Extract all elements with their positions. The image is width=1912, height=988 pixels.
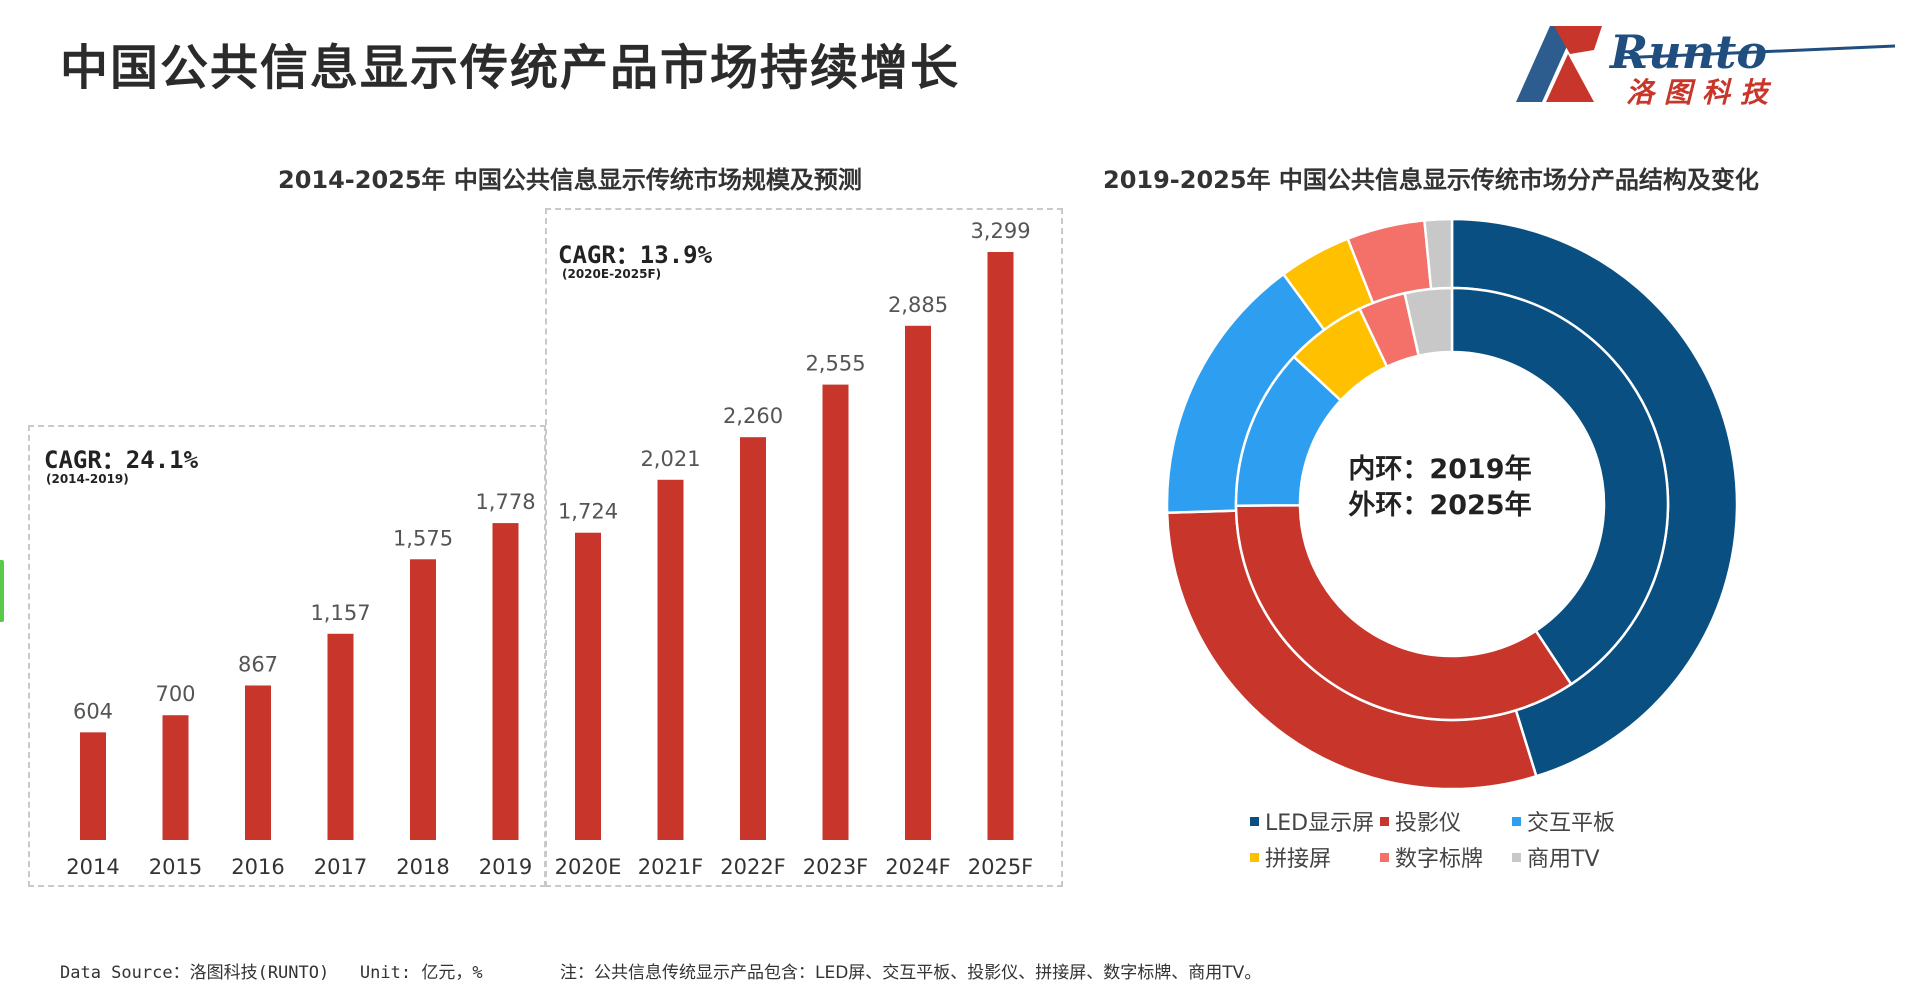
bar-value-label: 2,260 bbox=[723, 404, 783, 428]
donut-chart-title: 2019-2025年 中国公共信息显示传统市场分产品结构及变化 bbox=[1103, 166, 1759, 194]
cagr-historic: CAGR：24.1% bbox=[44, 446, 199, 474]
page-title: 中国公共信息显示传统产品市场持续增长 bbox=[60, 40, 961, 96]
x-tick-label: 2021F bbox=[638, 855, 704, 879]
bar-value-label: 2,555 bbox=[805, 352, 865, 376]
legend-swatch bbox=[1250, 816, 1259, 826]
donut-center-inner: 内环：2019年 bbox=[1348, 454, 1532, 485]
cagr-forecast: CAGR：13.9% bbox=[558, 241, 713, 269]
bar-2019 bbox=[492, 523, 519, 840]
legend-swatch bbox=[1512, 816, 1521, 826]
bar-2022F bbox=[740, 437, 766, 840]
bar-value-label: 867 bbox=[238, 652, 278, 676]
bar-value-label: 2,021 bbox=[640, 447, 700, 471]
bar-value-label: 604 bbox=[73, 699, 113, 723]
bar-value-label: 1,778 bbox=[475, 490, 535, 514]
logo-mark-icon bbox=[1516, 26, 1602, 102]
x-tick-label: 2016 bbox=[231, 855, 284, 879]
legend-item-tv: 商用TV bbox=[1512, 841, 1600, 873]
bar-2014 bbox=[80, 732, 106, 840]
legend-item-splicing: 拼接屏 bbox=[1250, 841, 1331, 873]
legend-item-led: LED显示屏 bbox=[1250, 805, 1374, 837]
legend-label: 投影仪 bbox=[1395, 811, 1462, 836]
cagr-box-forecast bbox=[545, 208, 1063, 887]
bar-value-label: 2,885 bbox=[888, 293, 948, 317]
legend-item-signage: 数字标牌 bbox=[1380, 841, 1483, 873]
bar-2021F bbox=[657, 479, 684, 840]
legend-item-panel: 交互平板 bbox=[1512, 805, 1615, 837]
bar-2015 bbox=[162, 715, 189, 840]
bar-2024F bbox=[905, 325, 931, 840]
bar-value-label: 1,157 bbox=[310, 601, 370, 625]
cagr-forecast-period: (2020E-2025F) bbox=[562, 267, 662, 281]
x-tick-label: 2025F bbox=[968, 855, 1034, 879]
bar-2017 bbox=[327, 633, 354, 840]
x-tick-label: 2024F bbox=[885, 855, 951, 879]
inner-slice-tv bbox=[1403, 286, 1454, 358]
bar-2016 bbox=[245, 685, 271, 840]
bar-2025F bbox=[987, 252, 1014, 840]
legend-swatch bbox=[1512, 852, 1521, 862]
inner-slice-led bbox=[1450, 286, 1670, 686]
bar-value-label: 3,299 bbox=[970, 219, 1030, 243]
bar-value-label: 700 bbox=[155, 682, 195, 706]
logo-brand-cn: 洛图科技 bbox=[1626, 76, 1778, 109]
x-tick-label: 2017 bbox=[314, 855, 367, 879]
legend-label: 拼接屏 bbox=[1265, 847, 1332, 872]
x-tick-label: 2023F bbox=[803, 855, 869, 879]
bar-value-label: 1,575 bbox=[393, 526, 453, 550]
bar-2020E bbox=[575, 532, 601, 840]
x-tick-label: 2019 bbox=[479, 855, 532, 879]
x-tick-label: 2022F bbox=[720, 855, 786, 879]
bar-2018 bbox=[410, 559, 436, 840]
bar-2023F bbox=[822, 384, 849, 840]
donut-legend: LED显示屏 投影仪 交互平板拼接屏 数字标牌 商用TV bbox=[1250, 805, 1670, 885]
edge-marker bbox=[0, 560, 4, 622]
footnote: 注：公共信息传统显示产品包含：LED屏、交互平板、投影仪、拼接屏、数字标牌、商用… bbox=[560, 963, 1262, 983]
donut-center-label: 内环：2019年 外环：2025年 bbox=[1320, 452, 1560, 524]
legend-item-projector: 投影仪 bbox=[1380, 805, 1461, 837]
legend-swatch bbox=[1380, 816, 1389, 826]
runto-logo: Runto 洛图科技 bbox=[1516, 25, 1896, 109]
donut-center-outer: 外环：2025年 bbox=[1348, 490, 1532, 521]
data-source: Data Source：洛图科技(RUNTO) Unit: 亿元，% bbox=[60, 963, 483, 983]
legend-label: 商用TV bbox=[1527, 847, 1600, 872]
bar-value-label: 1,724 bbox=[558, 500, 618, 524]
legend-label: 交互平板 bbox=[1527, 811, 1616, 836]
x-tick-label: 2014 bbox=[66, 855, 119, 879]
legend-swatch bbox=[1380, 852, 1389, 862]
legend-swatch bbox=[1250, 852, 1259, 862]
header-divider bbox=[48, 116, 1888, 119]
x-tick-label: 2018 bbox=[396, 855, 449, 879]
bar-chart-title: 2014-2025年 中国公共信息显示传统市场规模及预测 bbox=[278, 166, 862, 194]
legend-label: LED显示屏 bbox=[1265, 811, 1375, 836]
inner-slice-projector bbox=[1234, 503, 1573, 722]
legend-label: 数字标牌 bbox=[1395, 847, 1484, 872]
x-tick-label: 2015 bbox=[149, 855, 202, 879]
x-tick-label: 2020E bbox=[555, 855, 622, 879]
cagr-historic-period: (2014-2019) bbox=[46, 472, 129, 486]
